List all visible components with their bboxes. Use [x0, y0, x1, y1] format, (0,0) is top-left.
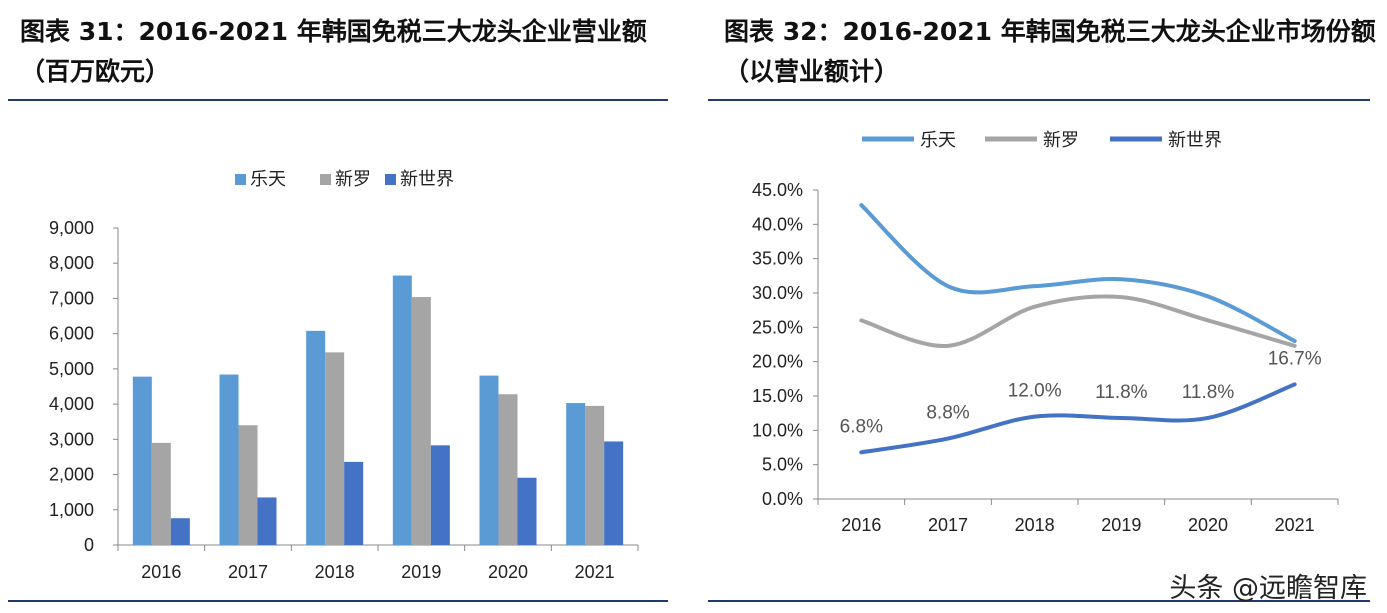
- bar-新罗-2016: [151, 442, 171, 545]
- y-tick-label-8: 8,000: [49, 253, 94, 273]
- bar-新罗-2017: [238, 425, 258, 545]
- y-tick-label-9: 45.0%: [752, 180, 803, 200]
- y-tick-label-7: 35.0%: [752, 249, 803, 269]
- watermark: 头条 @远瞻智库: [1169, 573, 1367, 604]
- data-label-2021: 16.7%: [1268, 348, 1322, 369]
- left-bottom-rule: [8, 600, 668, 602]
- right-chart-title: 图表 32：2016-2021 年韩国免税三大龙头企业市场份额（以营业额计）: [724, 17, 1376, 86]
- y-tick-label-5: 5,000: [49, 359, 94, 379]
- y-tick-label-2: 2,000: [49, 465, 94, 485]
- data-label-2019: 11.8%: [1095, 382, 1148, 403]
- legend-swatch-0: [235, 174, 246, 185]
- bar-新罗-2018: [325, 352, 345, 545]
- legend-swatch-2: [385, 174, 396, 185]
- x-tick-label-0: 2016: [841, 515, 881, 535]
- bar-乐天-2020: [479, 375, 499, 545]
- y-tick-label-2: 10.0%: [752, 420, 803, 440]
- bar-乐天-2018: [306, 330, 326, 545]
- bar-新罗-2019: [411, 297, 431, 545]
- data-label-2018: 12.0%: [1008, 381, 1062, 402]
- y-tick-label-8: 40.0%: [752, 214, 803, 234]
- x-tick-label-3: 2019: [1101, 515, 1141, 535]
- x-tick-label-5: 2021: [1275, 515, 1315, 535]
- legend-label-0: 乐天: [250, 169, 286, 190]
- x-tick-label-2: 2018: [1015, 515, 1055, 535]
- right-chart-panel: 图表 32：2016-2021 年韩国免税三大龙头企业市场份额（以营业额计） 乐…: [700, 0, 1387, 613]
- x-tick-label-4: 2020: [488, 562, 528, 582]
- y-tick-label-5: 25.0%: [752, 317, 803, 337]
- x-tick-label-5: 2021: [575, 562, 615, 582]
- bar-新世界-2019: [430, 445, 450, 545]
- bar-chart: 乐天 新罗 新世界 0 1,000 2,000 3,000 4,000 5,000 6,000 7,…: [49, 169, 639, 582]
- bar-乐天-2021: [566, 403, 586, 545]
- bar-新罗-2020: [498, 394, 518, 545]
- y-tick-label-4: 4,000: [49, 394, 94, 414]
- y-tick-label-7: 7,000: [49, 288, 94, 308]
- legend-label-2: 新世界: [400, 169, 454, 190]
- x-tick-label-0: 2016: [141, 562, 181, 582]
- data-label-2016: 6.8%: [840, 416, 883, 437]
- bar-新世界-2018: [344, 461, 364, 545]
- bar-乐天-2017: [219, 374, 239, 545]
- bar-新世界-2016: [170, 518, 190, 545]
- data-label-2017: 8.8%: [926, 403, 969, 424]
- y-tick-label-0: 0.0%: [762, 489, 803, 509]
- x-tick-label-4: 2020: [1188, 515, 1228, 535]
- x-tick-label-1: 2017: [228, 562, 268, 582]
- x-tick-label-1: 2017: [928, 515, 968, 535]
- y-tick-label-6: 6,000: [49, 324, 94, 344]
- left-chart-panel: 图表 31：2016-2021 年韩国免税三大龙头企业营业额（百万欧元） 乐天 新…: [0, 0, 680, 613]
- bar-乐天-2016: [132, 376, 152, 545]
- legend-label-0: 乐天: [920, 130, 956, 151]
- y-tick-label-3: 3,000: [49, 429, 94, 449]
- y-tick-label-0: 0: [84, 535, 94, 555]
- legend-label-1: 新罗: [335, 169, 371, 190]
- bar-新罗-2021: [585, 405, 605, 545]
- left-top-rule: [8, 99, 668, 101]
- line-chart: 乐天 新罗 新世界 0.0% 5.0% 10.0% 15.0% 20.0% 25.0% 30.0%…: [752, 130, 1339, 535]
- x-tick-label-2: 2018: [315, 562, 355, 582]
- y-tick-label-3: 15.0%: [752, 386, 803, 406]
- left-chart-title: 图表 31：2016-2021 年韩国免税三大龙头企业营业额（百万欧元）: [20, 17, 647, 86]
- right-bottom-rule: [708, 600, 1370, 602]
- bar-新世界-2017: [257, 497, 277, 545]
- x-tick-label-3: 2019: [401, 562, 441, 582]
- data-label-2020: 11.8%: [1182, 382, 1235, 403]
- legend-label-2: 新世界: [1168, 130, 1222, 151]
- y-tick-label-1: 1,000: [49, 500, 94, 520]
- y-tick-label-4: 20.0%: [752, 352, 803, 372]
- bar-乐天-2019: [392, 275, 412, 545]
- line-series-新世界: [859, 382, 1297, 455]
- y-tick-label-9: 9,000: [49, 218, 94, 238]
- y-tick-label-6: 30.0%: [752, 283, 803, 303]
- bar-新世界-2021: [604, 441, 624, 545]
- legend-label-1: 新罗: [1043, 130, 1079, 151]
- line-series-乐天: [859, 203, 1297, 344]
- legend-swatch-1: [320, 174, 331, 185]
- bar-新世界-2020: [517, 477, 537, 545]
- line-series-新罗: [859, 294, 1297, 348]
- right-top-rule: [708, 99, 1370, 101]
- y-tick-label-1: 5.0%: [762, 455, 803, 475]
